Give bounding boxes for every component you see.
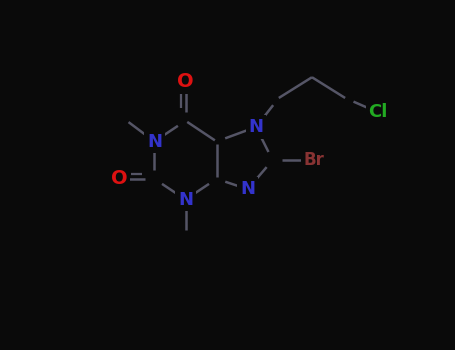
Text: N: N bbox=[147, 133, 162, 150]
Text: N: N bbox=[248, 118, 263, 136]
Text: O: O bbox=[177, 72, 194, 91]
Text: Br: Br bbox=[303, 151, 324, 169]
Text: N: N bbox=[240, 180, 255, 198]
Text: Cl: Cl bbox=[369, 104, 388, 121]
Text: O: O bbox=[111, 169, 127, 188]
Text: N: N bbox=[178, 190, 193, 209]
